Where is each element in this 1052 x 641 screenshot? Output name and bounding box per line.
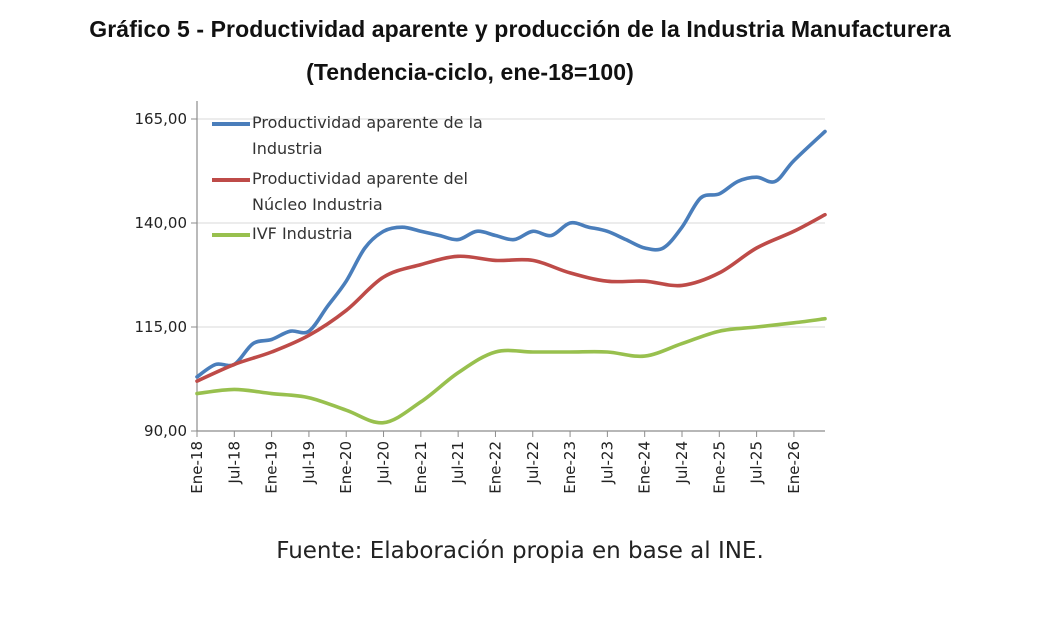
- x-tick-label: Jul-19: [300, 441, 318, 485]
- legend-swatch: [212, 122, 250, 126]
- series-line-2: [195, 316, 827, 425]
- chart-title: Gráfico 5 - Productividad aparente y pro…: [89, 16, 951, 42]
- x-tick-label: Ene-22: [486, 441, 504, 494]
- legend-label: IVF Industria: [252, 224, 353, 243]
- series-line-1: [195, 212, 827, 383]
- x-tick-label: Jul-21: [449, 441, 467, 485]
- x-tick-label: Ene-19: [263, 441, 281, 494]
- x-tick-label: Jul-25: [748, 441, 766, 485]
- legend-swatch: [212, 178, 250, 182]
- y-tick-label: 90,00: [144, 422, 187, 440]
- series-lines: [195, 129, 827, 425]
- x-tick-label: Ene-23: [561, 441, 579, 494]
- x-tick-label: Jul-23: [598, 441, 616, 485]
- x-tick-label: Ene-21: [412, 441, 430, 494]
- x-tick-label: Ene-25: [710, 441, 728, 494]
- legend-label: Productividad aparente de la Industria: [252, 113, 483, 158]
- x-tick-label: Ene-26: [785, 441, 803, 494]
- series-line-0: [195, 129, 827, 379]
- x-tick-label: Jul-20: [375, 441, 393, 485]
- x-tick-label: Ene-24: [636, 441, 654, 494]
- x-tick-label: Jul-22: [524, 441, 542, 485]
- x-tick-label: Ene-18: [188, 441, 206, 494]
- legend-label: Productividad aparente del Núcleo Industr…: [252, 169, 468, 214]
- x-axis-ticks: Ene-18 Jul-18 Ene-19 Jul-19 Ene-20 Jul-20 Ene-…: [188, 431, 803, 494]
- grid: [197, 118, 825, 328]
- y-tick-label: 165,00: [135, 110, 188, 128]
- y-axis-ticks: 165,00 140,00 115,00 90,00: [135, 110, 197, 440]
- x-tick-label: Jul-18: [225, 441, 243, 485]
- x-tick-label: Ene-20: [337, 441, 355, 494]
- y-tick-label: 140,00: [135, 214, 188, 232]
- chart-subtitle: (Tendencia-ciclo, ene-18=100): [306, 59, 634, 85]
- legend-swatch: [212, 233, 250, 237]
- y-tick-label: 115,00: [135, 318, 188, 336]
- x-tick-label: Jul-24: [673, 441, 691, 485]
- source-note: Fuente: Elaboración propia en base al IN…: [276, 538, 764, 564]
- legend: Productividad aparente de la Industria Pro…: [212, 113, 483, 243]
